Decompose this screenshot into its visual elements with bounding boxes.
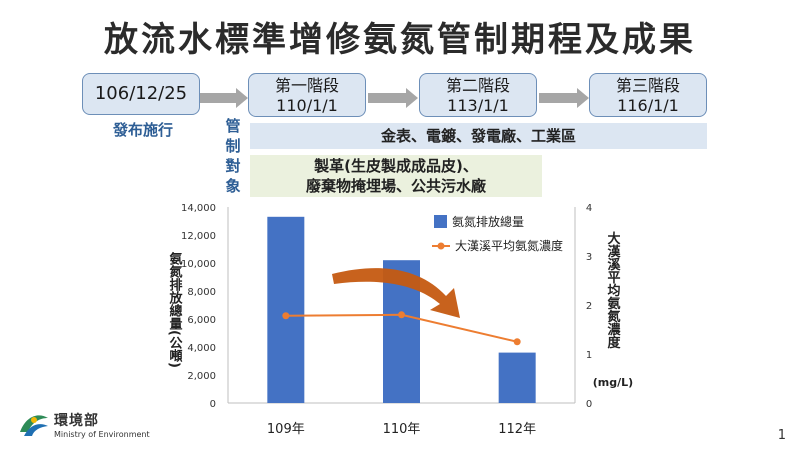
line-point xyxy=(282,312,290,320)
phase-date: 113/1/1 xyxy=(447,96,509,115)
control-label-char: 象 xyxy=(225,177,241,195)
logo-name: 環境部 xyxy=(54,413,99,429)
y-tick-label: 6,000 xyxy=(187,315,216,326)
logo-subtitle: Ministry of Environment xyxy=(54,430,150,439)
y-tick-label: 4,000 xyxy=(187,343,216,354)
bar xyxy=(267,216,305,403)
slide-title: 放流水標準增修氨氮管制期程及成果 xyxy=(104,20,696,60)
phase-label: 第二階段 xyxy=(445,76,510,95)
control-label-char: 對 xyxy=(225,157,241,175)
y2-axis-unit: (mg/L) xyxy=(593,376,633,389)
control-label-char: 管 xyxy=(225,117,241,135)
timeline-start-box: 106/12/25 xyxy=(82,73,200,115)
control-targets-green-line1: 製革(生皮製成成品皮)、 xyxy=(314,157,478,175)
y2-tick-label: 2 xyxy=(586,301,592,312)
phase-date: 116/1/1 xyxy=(617,96,679,115)
trend-arrow-icon xyxy=(332,268,460,318)
legend-line-label: 大漢溪平均氨氮濃度 xyxy=(455,238,563,253)
timeline-phase-1: 第一階段 110/1/1 xyxy=(248,73,366,117)
legend-line-marker xyxy=(437,242,445,250)
phase-label: 第三階段 xyxy=(615,76,680,95)
line-point xyxy=(513,338,521,346)
y-tick-label: 14,000 xyxy=(181,203,216,214)
y-tick-label: 0 xyxy=(210,399,216,410)
line-point xyxy=(398,311,405,319)
legend-bar-label: 氨氮排放總量 xyxy=(452,214,524,229)
timeline-phase-2: 第二階段 113/1/1 xyxy=(419,73,537,117)
ministry-logo-icon xyxy=(20,415,48,436)
y-tick-label: 10,000 xyxy=(181,259,216,270)
control-targets-blue: 金表、電鍍、發電廠、工業區 xyxy=(250,123,707,149)
x-tick-label: 110年 xyxy=(383,422,421,437)
y-tick-label: 8,000 xyxy=(187,287,216,298)
x-tick-label: 109年 xyxy=(267,422,305,437)
bar xyxy=(498,352,536,403)
y2-tick-label: 1 xyxy=(586,350,592,361)
y-axis-label: 氨氮排放總量(公噸) xyxy=(167,251,184,367)
legend-bar-swatch xyxy=(434,215,447,228)
control-targets-green: 製革(生皮製成成品皮)、 廢棄物掩埋場、公共污水廠 xyxy=(250,155,542,197)
control-label-char: 制 xyxy=(225,137,241,155)
y2-tick-label: 0 xyxy=(586,399,592,410)
y-tick-label: 12,000 xyxy=(181,231,216,242)
control-targets-green-line2: 廢棄物掩埋場、公共污水廠 xyxy=(305,177,486,195)
timeline-arrow-3-icon xyxy=(539,88,589,108)
phase-date: 110/1/1 xyxy=(276,96,338,115)
y2-tick-label: 3 xyxy=(586,252,592,263)
timeline-start-caption: 發布施行 xyxy=(112,121,173,139)
page-number: 1 xyxy=(777,428,786,443)
timeline-phase-3: 第三階段 116/1/1 xyxy=(589,73,707,117)
timeline-start-date: 106/12/25 xyxy=(94,83,188,104)
phase-label: 第一階段 xyxy=(274,76,339,95)
x-tick-label: 112年 xyxy=(498,422,536,437)
timeline-arrow-2-icon xyxy=(368,88,418,108)
timeline-arrow-1-icon xyxy=(200,88,248,108)
y-tick-label: 2,000 xyxy=(187,371,216,382)
y2-axis-label: 大漢溪平均氨氮濃度 xyxy=(605,231,622,350)
control-label: 管 制 對 象 xyxy=(223,116,243,196)
y2-tick-label: 4 xyxy=(586,203,592,214)
